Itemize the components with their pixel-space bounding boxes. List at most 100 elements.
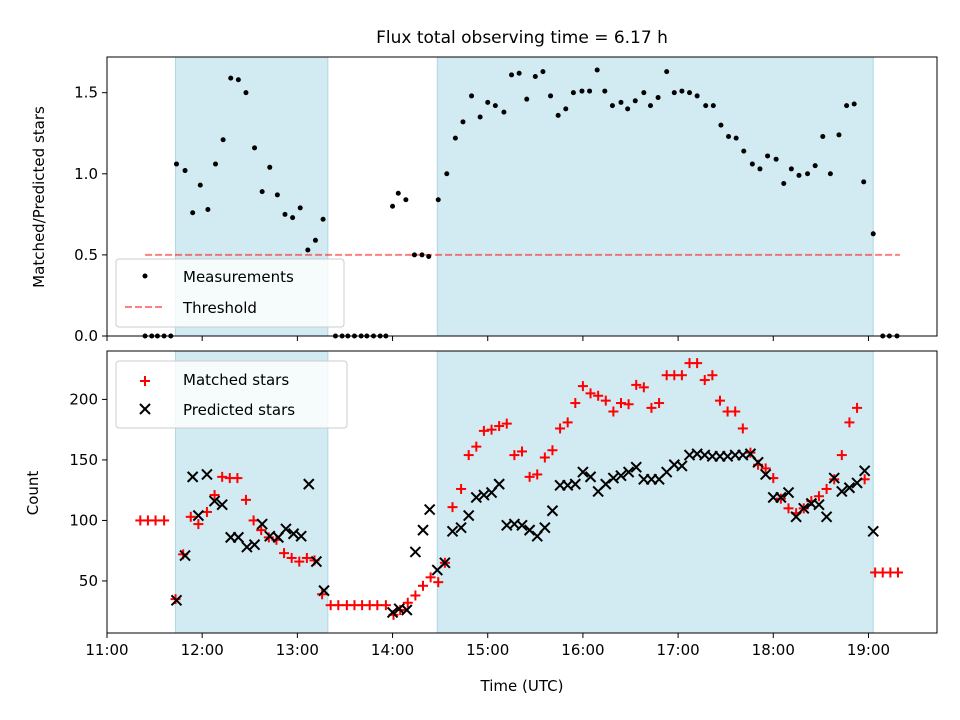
measurement-point [501,109,507,115]
measurement-point [836,132,842,138]
measurement-point [305,247,311,253]
x-tick-label: 14:00 [371,641,414,659]
measurement-point [796,172,802,178]
measurement-point [390,203,396,209]
matched-star-point [692,358,703,369]
matched-star-point [844,417,855,428]
matched-star-point [301,552,312,563]
bottom-panel: 50 100 150 200 11:00 12:00 13:00 14:00 15:00 16:0… [24,350,938,695]
measurement-point [671,90,677,96]
matched-star-point [570,398,581,409]
legend-label-measurements: Measurements [183,268,294,286]
measurement-point [320,216,326,222]
measurement-point [632,98,638,104]
measurement-point [220,137,226,143]
measurement-point [228,75,234,81]
matched-star-point [478,425,489,436]
matched-star-point [159,515,170,526]
measurement-point [548,93,554,99]
matched-star-point [185,511,196,522]
predicted-star-point [630,461,642,473]
predicted-star-point [782,486,795,499]
predicted-star-point [295,530,307,542]
matched-star-point [380,600,391,611]
top-y-tick-label: 1.0 [74,165,98,183]
matched-star-point [333,600,344,611]
measurement-point [741,148,747,154]
predicted-star-point [248,538,261,551]
x-axis-label: Time (UTC) [480,677,564,695]
measurement-point [570,90,576,96]
measurement-point [602,88,608,94]
measurement-point [733,135,739,141]
measurement-point [647,103,653,109]
predicted-star-point [867,525,879,538]
predicted-star-point [600,478,612,490]
predicted-star-point [676,460,688,472]
measurement-point [516,70,522,76]
measurement-point [687,90,693,96]
bottom-y-tick-label: 100 [69,511,98,529]
matched-star-point [577,381,588,392]
measurement-point [524,96,530,102]
matched-star-point [646,402,657,413]
measurement-point [579,88,585,94]
legend-label-threshold: Threshold [182,299,257,317]
matched-star-point [232,473,243,484]
predicted-star-point [186,471,199,483]
measurement-point [243,90,249,96]
bottom-y-tick-label: 200 [69,390,98,408]
predicted-star-point [539,521,551,534]
measurement-point [609,103,615,109]
top-plot-frame [106,56,938,337]
bottom-legend: Matched stars Predicted stars [115,360,348,429]
measurement-point [694,93,700,99]
predicted-star-point [455,521,467,534]
measurement-point [312,237,318,243]
bottom-axes: 50 100 150 200 11:00 12:00 13:00 14:00 15:00 16:0… [69,350,938,659]
x-tick-label: 16:00 [561,641,604,659]
matched-star-point [615,398,626,409]
measurement-point [173,161,179,167]
matched-star-point [608,406,619,417]
bottom-shaded-interval [437,351,874,633]
predicted-star-point [287,528,300,540]
matched-star-point [676,370,687,381]
measurement-point [781,181,787,187]
measurement-point [587,88,593,94]
matched-star-point [402,597,413,608]
measurement-point [444,171,450,177]
matched-star-point [760,463,771,474]
measurement-point [851,101,857,107]
matched-star-point [209,490,220,501]
x-tick-label: 13:00 [276,641,319,659]
matched-star-point [456,483,467,494]
matched-star-point [425,572,436,583]
predicted-star-point [615,469,627,482]
measurement-point [710,103,716,109]
measurement-point [703,103,709,109]
matched-star-point [821,483,832,494]
measurement-point [274,192,280,198]
measurement-point [205,206,211,212]
matched-star-point [418,580,429,591]
measurement-point [679,88,685,94]
predicted-star-point [462,509,475,522]
predicted-star-point [409,546,422,558]
predicted-star-point [216,499,228,511]
measurement-point [625,106,631,112]
measurement-point [469,93,475,99]
bottom-y-tick-label: 150 [69,451,98,469]
predicted-star-point [303,478,315,490]
measurement-point [252,145,258,151]
bottom-plot-frame [106,350,938,634]
predicted-star-point [439,557,451,569]
measurement-point [555,112,561,118]
top-y-tick-label: 1.5 [74,84,98,102]
measurement-point [718,122,724,128]
measurement-point [460,119,466,125]
predicted-star-point [192,509,205,522]
top-legend-box [115,258,345,328]
predicted-star-point [798,502,810,515]
predicted-star-point [775,491,787,504]
